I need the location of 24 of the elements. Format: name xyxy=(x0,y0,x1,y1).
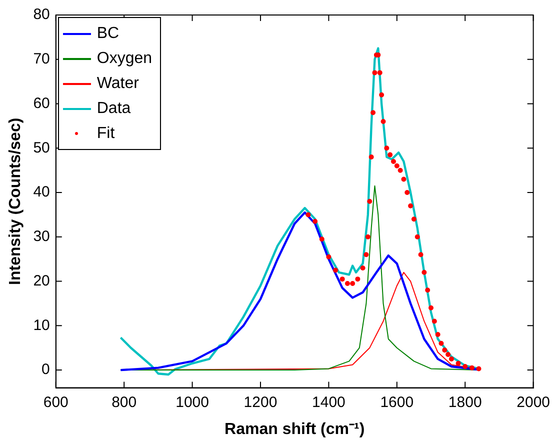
y-tick-label: 70 xyxy=(33,50,50,68)
x-tick-label: 1200 xyxy=(244,394,278,411)
x-tick-label: 1800 xyxy=(448,394,482,411)
y-tick-label: 20 xyxy=(33,272,50,290)
y-tick-label: 30 xyxy=(33,228,50,246)
y-tick-label: 10 xyxy=(33,316,50,334)
y-tick-label: 60 xyxy=(33,94,50,112)
legend-label: Data xyxy=(96,99,131,119)
x-axis-title: Raman shift (cm⁻¹) xyxy=(224,420,365,438)
legend-label: Fit xyxy=(96,124,115,144)
x-tick-label: 600 xyxy=(43,394,68,411)
x-tick-label: 1400 xyxy=(312,394,346,411)
y-axis-title: Intensity (Counts/sec) xyxy=(7,118,24,285)
x-tick-label: 1600 xyxy=(380,394,414,411)
legend-label: Oxygen xyxy=(96,49,152,69)
y-tick-label: 80 xyxy=(33,6,50,24)
y-tick-label: 50 xyxy=(33,139,50,156)
x-tick-label: 1000 xyxy=(176,394,209,411)
x-tick-label: 2000 xyxy=(516,394,550,411)
legend-label: BC xyxy=(96,24,120,44)
y-tick-label: 40 xyxy=(33,184,50,201)
y-tick-label: 0 xyxy=(42,361,50,378)
x-tick-label: 800 xyxy=(112,394,137,411)
legend-label: Water xyxy=(96,74,139,94)
